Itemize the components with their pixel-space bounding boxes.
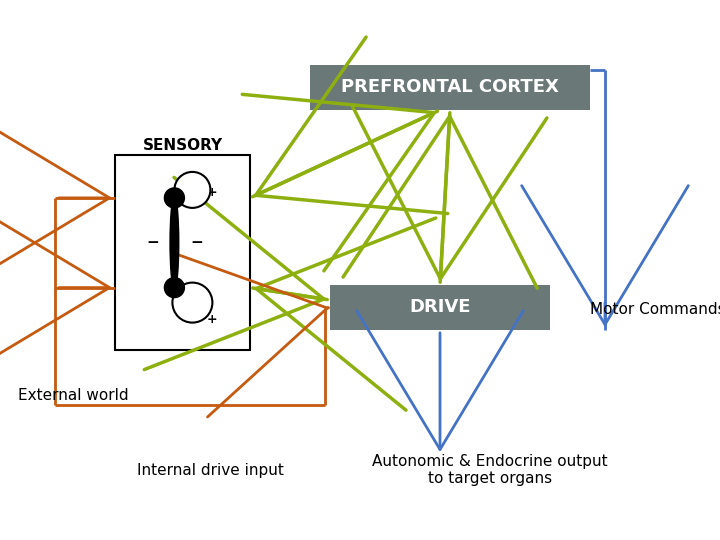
Text: Motor Commands: Motor Commands bbox=[590, 302, 720, 318]
FancyBboxPatch shape bbox=[115, 155, 250, 350]
Text: +: + bbox=[207, 313, 217, 326]
Text: External world: External world bbox=[18, 388, 129, 402]
Text: Internal drive input: Internal drive input bbox=[137, 462, 284, 477]
Circle shape bbox=[164, 188, 184, 208]
Text: −: − bbox=[146, 235, 159, 250]
FancyBboxPatch shape bbox=[330, 285, 550, 330]
Circle shape bbox=[172, 282, 212, 322]
Circle shape bbox=[164, 278, 184, 298]
Text: SENSORY: SENSORY bbox=[143, 138, 222, 152]
Text: −: − bbox=[190, 235, 203, 250]
Text: +: + bbox=[207, 186, 217, 199]
Circle shape bbox=[174, 172, 210, 208]
FancyBboxPatch shape bbox=[310, 65, 590, 110]
Text: DRIVE: DRIVE bbox=[409, 299, 471, 316]
Text: Autonomic & Endocrine output
to target organs: Autonomic & Endocrine output to target o… bbox=[372, 454, 608, 486]
Text: PREFRONTAL CORTEX: PREFRONTAL CORTEX bbox=[341, 78, 559, 97]
Ellipse shape bbox=[171, 198, 179, 288]
